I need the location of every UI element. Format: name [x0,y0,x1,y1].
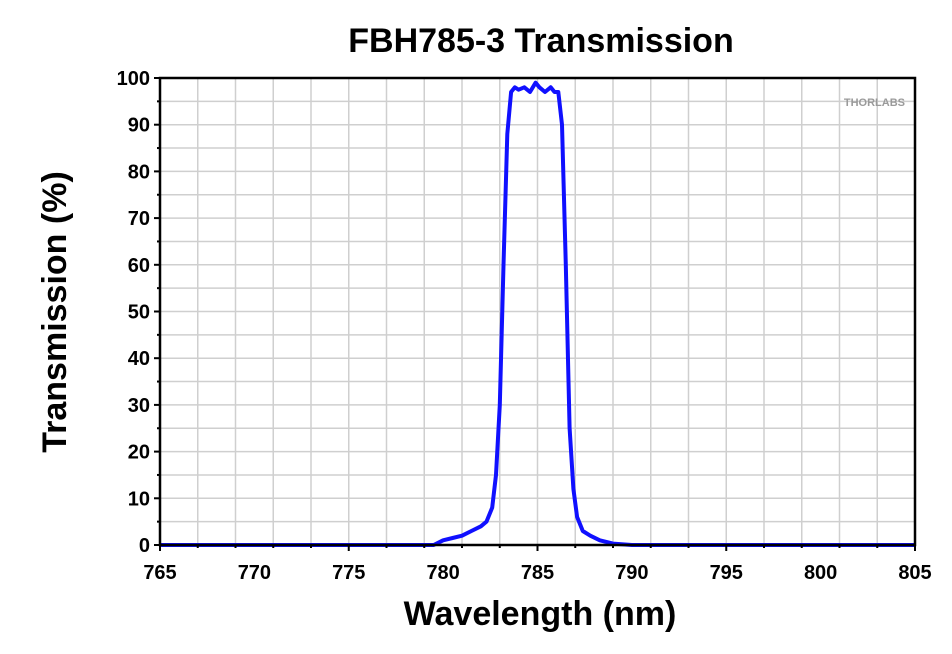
x-tick-label: 795 [710,562,743,584]
y-tick-label: 80 [128,161,150,183]
y-tick-label: 0 [139,535,150,557]
x-tick-label: 770 [238,562,271,584]
y-axis-label: Transmission (%) [36,171,74,453]
y-tick-label: 30 [128,395,150,417]
x-tick-label: 790 [615,562,648,584]
x-axis-label: Wavelength (nm) [404,595,677,633]
thorlabs-logo: THORLABS [844,97,905,109]
y-tick-label: 40 [128,348,150,370]
grid [160,78,915,545]
y-tick-labels: 0 10 20 30 40 50 60 70 80 90 100 [117,68,150,557]
y-tick-label: 50 [128,302,150,324]
transmission-series-line [160,80,915,547]
x-tick-label: 800 [804,562,837,584]
x-tick-label: 775 [332,562,365,584]
y-tick-label: 100 [117,68,150,90]
y-tick-label: 90 [128,115,150,137]
y-tick-label: 60 [128,255,150,277]
x-tick-labels: 765 770 775 780 785 790 795 800 805 [143,562,931,584]
x-tick-label: 765 [143,562,176,584]
x-tick-label: 785 [521,562,554,584]
y-tick-label: 10 [128,488,150,510]
x-tick-label: 805 [898,562,931,584]
chart-title: FBH785-3 Transmission [348,22,733,60]
y-tick-label: 70 [128,208,150,230]
x-tick-label: 780 [426,562,459,584]
y-tick-label: 20 [128,442,150,464]
axis-ticks [154,77,916,551]
